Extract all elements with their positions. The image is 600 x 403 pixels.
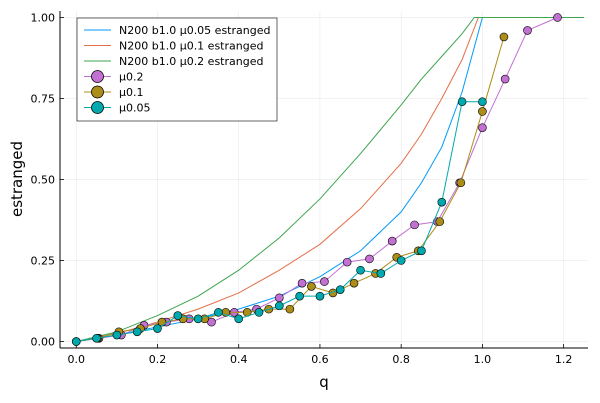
plot-area bbox=[71, 13, 584, 346]
series-5-point-1 bbox=[92, 333, 101, 343]
series-4-point-17 bbox=[435, 217, 445, 226]
series-5-point-12 bbox=[315, 291, 325, 301]
series-3-point-20 bbox=[523, 26, 532, 35]
legend-marker-4 bbox=[91, 85, 104, 99]
x-tick-label-0: 0.0 bbox=[67, 353, 85, 366]
series-4-point-10 bbox=[285, 304, 295, 314]
series-3-point-12 bbox=[342, 257, 352, 267]
series-5-point-13 bbox=[335, 285, 345, 294]
x-axis-label: q bbox=[319, 373, 329, 391]
y-tick-label-3: 0.75 bbox=[31, 92, 56, 105]
series-5-point-16 bbox=[396, 256, 406, 265]
series-5 bbox=[71, 97, 487, 346]
series-3-point-11 bbox=[320, 277, 329, 286]
legend-label-0: N200 b1.0 μ0.05 estranged bbox=[119, 24, 270, 37]
series-line-2 bbox=[76, 16, 584, 343]
series-3-point-13 bbox=[365, 254, 374, 264]
legend: N200 b1.0 μ0.05 estranged N200 b1.0 μ0.1 … bbox=[76, 17, 278, 122]
series-5-point-14 bbox=[356, 265, 365, 275]
series-5-point-11 bbox=[295, 291, 304, 301]
series-5-point-0 bbox=[71, 337, 81, 346]
series-5-point-8 bbox=[234, 314, 244, 324]
series-5-point-6 bbox=[193, 314, 203, 324]
series-4-point-11 bbox=[307, 282, 316, 291]
series-5-point-10 bbox=[275, 301, 284, 311]
x-tick-label-4: 0.8 bbox=[392, 353, 410, 366]
legend-marker-5 bbox=[91, 101, 104, 114]
series-5-point-20 bbox=[478, 97, 487, 107]
series-5-point-4 bbox=[153, 324, 162, 333]
x-tick-label-3: 0.6 bbox=[311, 353, 329, 366]
series-5-point-17 bbox=[417, 246, 426, 256]
series-4-point-18 bbox=[456, 178, 466, 188]
ticks: 0.0 0.2 0.4 0.6 0.8 1.0 1.2 0.00 0.25 0.50 0.75 1.0… bbox=[31, 11, 573, 366]
legend-item-4: μ0.1 bbox=[84, 85, 144, 99]
x-tick-label-1: 0.2 bbox=[149, 353, 167, 366]
series-3-point-10 bbox=[297, 278, 307, 288]
x-tick-label-2: 0.4 bbox=[230, 353, 248, 366]
series-3-point-6 bbox=[207, 317, 216, 327]
y-tick-label-2: 0.50 bbox=[31, 174, 56, 187]
legend-label-4: μ0.1 bbox=[119, 86, 144, 99]
series-3-point-15 bbox=[410, 220, 419, 230]
series-5-point-9 bbox=[254, 308, 264, 317]
series-3-point-9 bbox=[275, 293, 284, 303]
legend-item-5: μ0.05 bbox=[84, 101, 151, 115]
series-4-point-20 bbox=[499, 32, 509, 42]
legend-label-2: N200 b1.0 μ0.2 estranged bbox=[119, 55, 263, 68]
legend-marker-3 bbox=[91, 70, 104, 83]
series-5-point-5 bbox=[173, 311, 183, 320]
series-3-point-18 bbox=[478, 123, 487, 132]
series-5-point-7 bbox=[214, 308, 223, 317]
y-tick-label-0: 0.00 bbox=[31, 336, 56, 349]
series-5-point-2 bbox=[112, 330, 122, 340]
series-4-point-19 bbox=[478, 107, 487, 116]
y-axis-label: estranged bbox=[8, 141, 26, 217]
legend-label-5: μ0.05 bbox=[119, 102, 151, 115]
legend-label-3: μ0.2 bbox=[119, 71, 144, 84]
x-tick-label-5: 1.0 bbox=[474, 353, 492, 366]
legend-item-2: N200 b1.0 μ0.2 estranged bbox=[84, 55, 263, 68]
y-tick-label-1: 0.25 bbox=[31, 255, 56, 268]
legend-item-3: μ0.2 bbox=[84, 70, 144, 84]
legend-item-0: N200 b1.0 μ0.05 estranged bbox=[84, 24, 270, 37]
series-2 bbox=[76, 16, 584, 343]
x-tick-label-6: 1.2 bbox=[555, 353, 573, 366]
series-3-point-21 bbox=[553, 13, 562, 22]
series-3-point-14 bbox=[387, 236, 397, 246]
series-5-point-15 bbox=[376, 269, 386, 278]
legend-label-1: N200 b1.0 μ0.1 estranged bbox=[119, 40, 263, 53]
series-5-point-18 bbox=[437, 197, 447, 207]
legend-item-1: N200 b1.0 μ0.1 estranged bbox=[84, 40, 263, 53]
series-3-point-19 bbox=[500, 74, 510, 84]
series-5-point-3 bbox=[132, 327, 142, 337]
series-5-point-19 bbox=[457, 97, 467, 107]
legend-box bbox=[76, 17, 278, 122]
y-tick-label-4: 1.00 bbox=[31, 11, 56, 24]
series-4-point-13 bbox=[349, 278, 359, 288]
